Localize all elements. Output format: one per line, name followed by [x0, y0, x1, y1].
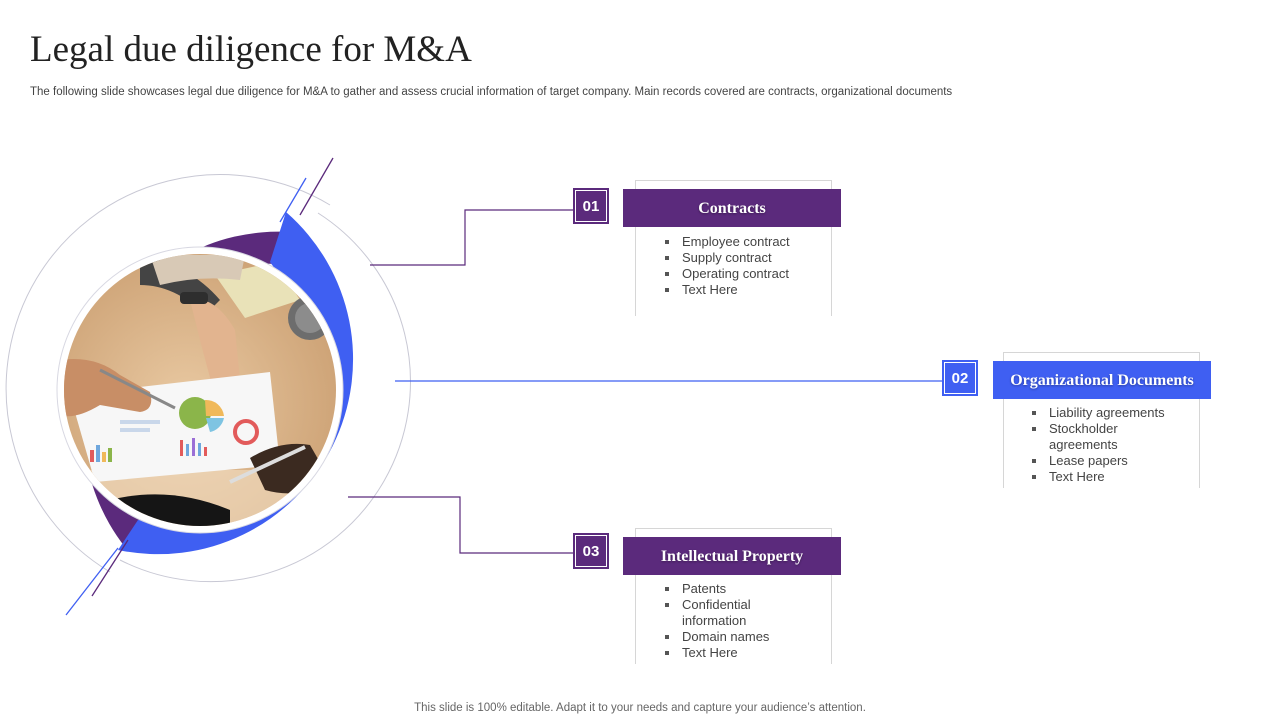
- list-item: Operating contract: [662, 266, 827, 282]
- slide-title: Legal due diligence for M&A: [30, 29, 472, 70]
- list-item: Text Here: [1029, 469, 1179, 485]
- bullet-list: Patents Confidential information Domain …: [662, 581, 802, 661]
- number-badge-label: 01: [576, 191, 606, 221]
- outer-arc-line-right: [119, 212, 411, 583]
- list-item: Patents: [662, 581, 802, 597]
- number-badge-label: 03: [576, 536, 606, 566]
- slide-subtitle: The following slide showcases legal due …: [30, 86, 953, 98]
- accent-line-top-blue: [279, 177, 307, 223]
- slide-footer: This slide is 100% editable. Adapt it to…: [414, 702, 866, 714]
- list-item: Domain names: [662, 629, 802, 645]
- connector-line-03: [348, 496, 575, 554]
- list-item: Confidential information: [662, 597, 802, 629]
- bullet-list: Employee contract Supply contract Operat…: [662, 234, 827, 298]
- card-heading: Contracts: [623, 189, 841, 227]
- list-item: Text Here: [662, 282, 827, 298]
- number-badge-label: 02: [945, 363, 975, 393]
- number-badge-01: 01: [573, 188, 609, 224]
- list-item: Stockholder agreements: [1029, 421, 1179, 453]
- bullet-list: Liability agreements Stockholder agreeme…: [1029, 405, 1179, 485]
- outer-arc-line: [5, 174, 331, 573]
- number-badge-02: 02: [942, 360, 978, 396]
- accent-line-bottom-purple: [91, 539, 129, 597]
- number-badge-03: 03: [573, 533, 609, 569]
- list-item: Employee contract: [662, 234, 827, 250]
- list-item: Lease papers: [1029, 453, 1179, 469]
- list-item: Liability agreements: [1029, 405, 1179, 421]
- card-heading: Intellectual Property: [623, 537, 841, 575]
- accent-line-top-purple: [299, 157, 334, 216]
- connector-line-01: [370, 209, 575, 266]
- list-item: Text Here: [662, 645, 802, 661]
- accent-line-bottom-blue: [65, 547, 119, 616]
- business-meeting-photo-icon: [64, 254, 336, 526]
- card-heading: Organizational Documents: [993, 361, 1211, 399]
- list-item: Supply contract: [662, 250, 827, 266]
